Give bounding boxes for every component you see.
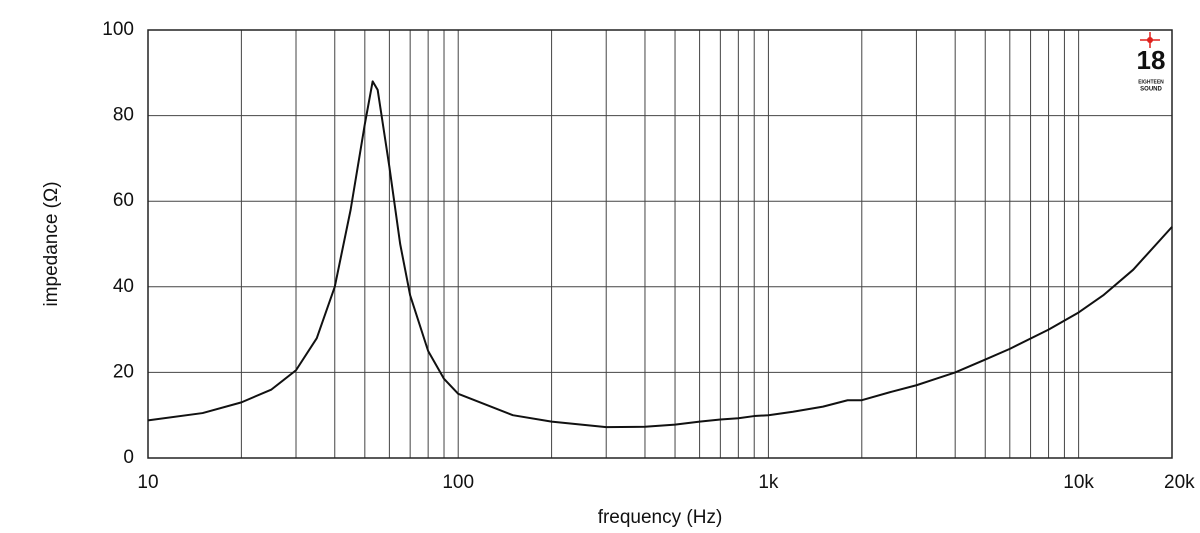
x-tick-label: 100 xyxy=(442,472,474,493)
plot-frame xyxy=(147,29,1173,459)
y-tick-label: 20 xyxy=(113,361,134,382)
logo-text: EIGHTEEN xyxy=(1138,79,1164,85)
y-tick-label: 40 xyxy=(113,276,134,297)
y-tick-label: 60 xyxy=(113,190,134,211)
x-axis-label: frequency (Hz) xyxy=(598,507,723,528)
x-tick-label: 1k xyxy=(758,472,779,493)
x-tick-label: 10k xyxy=(1063,472,1094,493)
logo-text: SOUND xyxy=(1140,87,1162,93)
y-tick-label: 0 xyxy=(123,447,134,468)
y-tick-label: 100 xyxy=(102,19,134,40)
y-tick-label: 80 xyxy=(113,105,134,126)
logo: 18 EIGHTEEN SOUND xyxy=(1137,32,1166,93)
impedance-line xyxy=(147,80,1173,429)
logo-number: 18 xyxy=(1137,45,1166,75)
x-tick-label: 10 xyxy=(137,472,158,493)
x-tick-label: 20k xyxy=(1164,472,1195,493)
y-axis-label: impedance (Ω) xyxy=(41,181,62,306)
